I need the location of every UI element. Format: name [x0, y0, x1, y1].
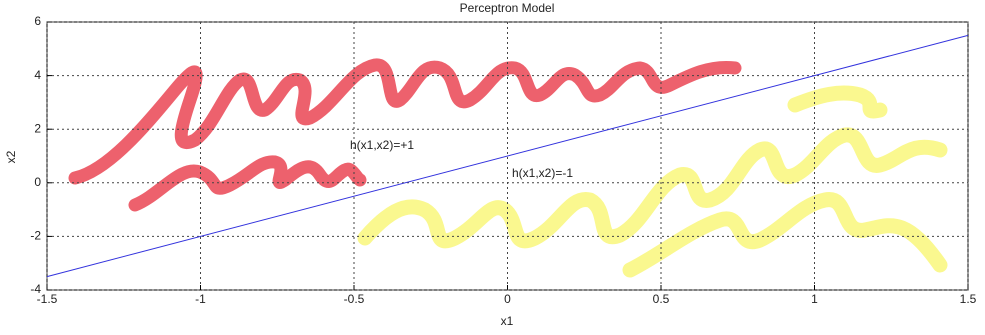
boundary-line	[46, 34, 969, 278]
annotation: h(x1,x2)=+1	[350, 138, 414, 152]
y-tick-label: 4	[34, 68, 41, 82]
x-tick-label: 1.5	[960, 292, 977, 306]
negative-region-stroke	[622, 192, 948, 278]
y-tick-label: -4	[30, 282, 41, 296]
annotation: h(x1,x2)=-1	[512, 166, 573, 180]
negative-region-stroke	[357, 127, 948, 249]
x-tick-label: 0	[504, 292, 511, 306]
x-axis-label: x1	[501, 314, 514, 328]
negative-region-stroke	[787, 85, 888, 119]
y-tick-label: 6	[34, 14, 41, 28]
x-tick-label: -1.5	[37, 292, 58, 306]
x-tick-label: 0.5	[653, 292, 670, 306]
chart-title: Perceptron Model	[460, 1, 555, 15]
x-tick-label: 1	[811, 292, 818, 306]
y-tick-label: 2	[34, 121, 41, 135]
x-tick-label: -1	[195, 292, 206, 306]
yellow-scribbles	[357, 85, 948, 278]
y-tick-label: -2	[30, 229, 41, 243]
y-axis-label: x2	[4, 150, 18, 163]
positive-region-stroke	[68, 58, 742, 185]
y-tick-label: 0	[34, 175, 41, 189]
x-tick-label: -0.5	[344, 292, 365, 306]
